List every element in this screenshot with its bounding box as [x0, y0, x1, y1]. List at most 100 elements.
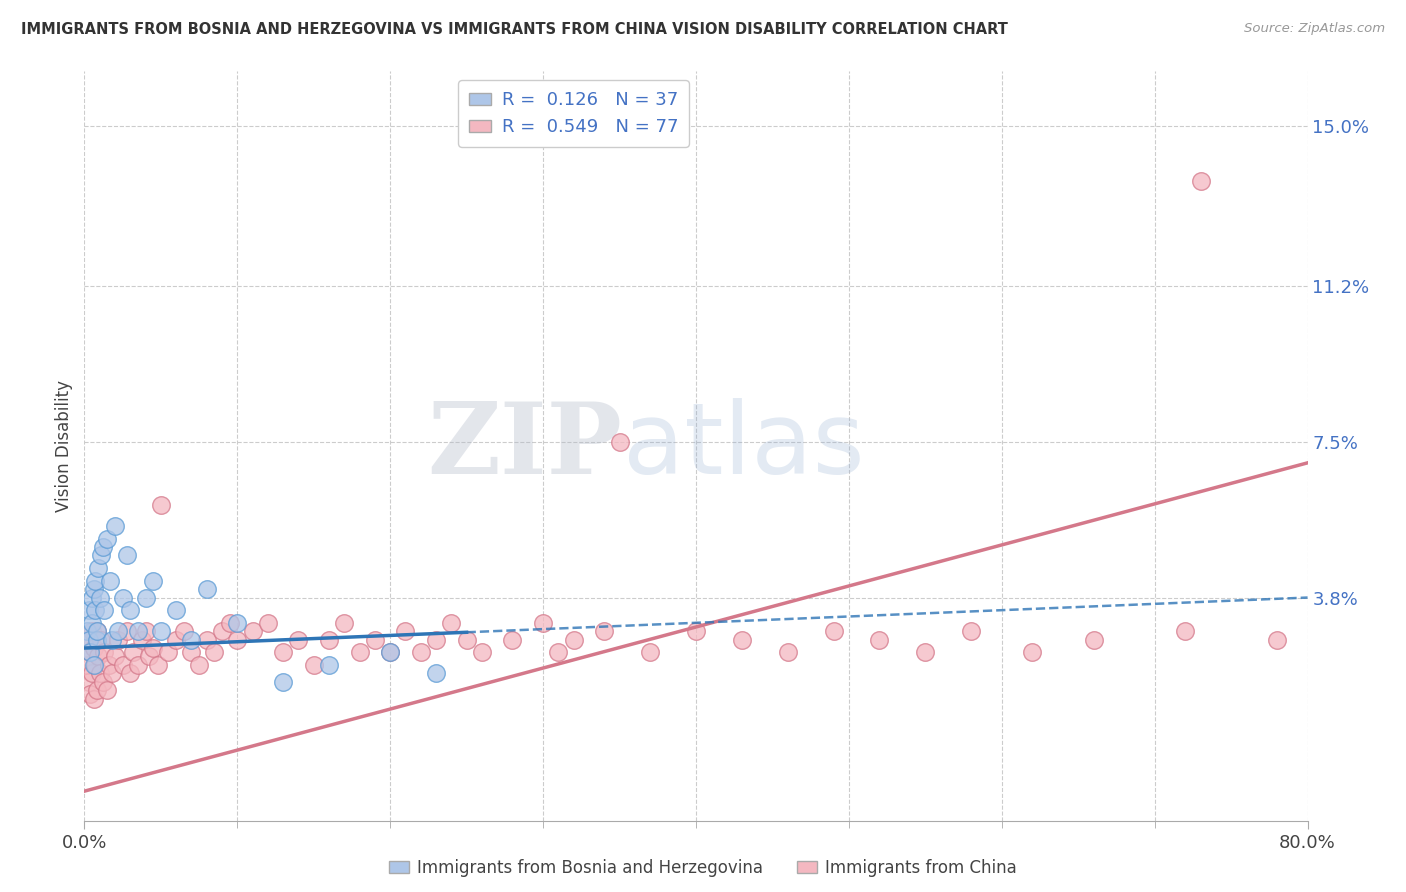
Point	[83, 582, 105, 596]
Text: ZIP: ZIP	[427, 398, 623, 494]
Point	[135, 624, 157, 639]
Point	[135, 591, 157, 605]
Point	[83, 641, 105, 656]
Legend: Immigrants from Bosnia and Herzegovina, Immigrants from China: Immigrants from Bosnia and Herzegovina, …	[382, 853, 1024, 884]
Point	[188, 657, 211, 672]
Point	[202, 645, 225, 659]
Point	[609, 434, 631, 449]
Point	[98, 574, 121, 588]
Point	[456, 632, 478, 647]
Point	[318, 632, 340, 647]
Point	[77, 632, 100, 647]
Text: IMMIGRANTS FROM BOSNIA AND HERZEGOVINA VS IMMIGRANTS FROM CHINA VISION DISABILIT: IMMIGRANTS FROM BOSNIA AND HERZEGOVINA V…	[21, 22, 1008, 37]
Point	[107, 624, 129, 639]
Point	[127, 624, 149, 639]
Point	[142, 641, 165, 656]
Point	[104, 649, 127, 664]
Point	[471, 645, 494, 659]
Point	[425, 632, 447, 647]
Point	[76, 657, 98, 672]
Point	[180, 645, 202, 659]
Point	[1265, 632, 1288, 647]
Point	[380, 645, 402, 659]
Point	[531, 615, 554, 630]
Point	[173, 624, 195, 639]
Point	[96, 532, 118, 546]
Point	[823, 624, 845, 639]
Point	[226, 632, 249, 647]
Point	[86, 624, 108, 639]
Point	[547, 645, 569, 659]
Point	[79, 645, 101, 659]
Point	[685, 624, 707, 639]
Point	[638, 645, 661, 659]
Point	[257, 615, 280, 630]
Point	[104, 519, 127, 533]
Point	[1174, 624, 1197, 639]
Point	[93, 603, 115, 617]
Point	[218, 615, 240, 630]
Text: atlas: atlas	[623, 398, 865, 494]
Point	[142, 574, 165, 588]
Point	[165, 632, 187, 647]
Point	[96, 683, 118, 698]
Point	[115, 624, 138, 639]
Point	[93, 645, 115, 659]
Y-axis label: Vision Disability: Vision Disability	[55, 380, 73, 512]
Point	[80, 624, 103, 639]
Point	[318, 657, 340, 672]
Point	[101, 666, 124, 681]
Point	[122, 645, 145, 659]
Point	[84, 657, 107, 672]
Point	[409, 645, 432, 659]
Point	[127, 657, 149, 672]
Point	[97, 657, 120, 672]
Point	[89, 591, 111, 605]
Legend: R =  0.126   N = 37, R =  0.549   N = 77: R = 0.126 N = 37, R = 0.549 N = 77	[458, 80, 689, 147]
Point	[76, 624, 98, 639]
Point	[440, 615, 463, 630]
Point	[157, 645, 180, 659]
Point	[79, 645, 101, 659]
Point	[120, 603, 142, 617]
Point	[91, 674, 114, 689]
Point	[302, 657, 325, 672]
Point	[914, 645, 936, 659]
Point	[165, 603, 187, 617]
Point	[562, 632, 585, 647]
Point	[380, 645, 402, 659]
Point	[731, 632, 754, 647]
Point	[425, 666, 447, 681]
Point	[120, 666, 142, 681]
Point	[138, 649, 160, 664]
Point	[271, 645, 294, 659]
Point	[77, 674, 100, 689]
Point	[195, 632, 218, 647]
Point	[271, 674, 294, 689]
Point	[86, 632, 108, 647]
Point	[80, 615, 103, 630]
Point	[869, 632, 891, 647]
Point	[90, 549, 112, 563]
Point	[1189, 174, 1212, 188]
Point	[111, 657, 134, 672]
Point	[91, 540, 114, 554]
Point	[1083, 632, 1105, 647]
Point	[83, 657, 105, 672]
Point	[80, 591, 103, 605]
Text: Source: ZipAtlas.com: Source: ZipAtlas.com	[1244, 22, 1385, 36]
Point	[394, 624, 416, 639]
Point	[349, 645, 371, 659]
Point	[211, 624, 233, 639]
Point	[333, 615, 356, 630]
Point	[101, 632, 124, 647]
Point	[77, 603, 100, 617]
Point	[149, 498, 172, 512]
Point	[115, 549, 138, 563]
Point	[242, 624, 264, 639]
Point	[111, 591, 134, 605]
Point	[1021, 645, 1043, 659]
Point	[593, 624, 616, 639]
Point	[83, 691, 105, 706]
Point	[364, 632, 387, 647]
